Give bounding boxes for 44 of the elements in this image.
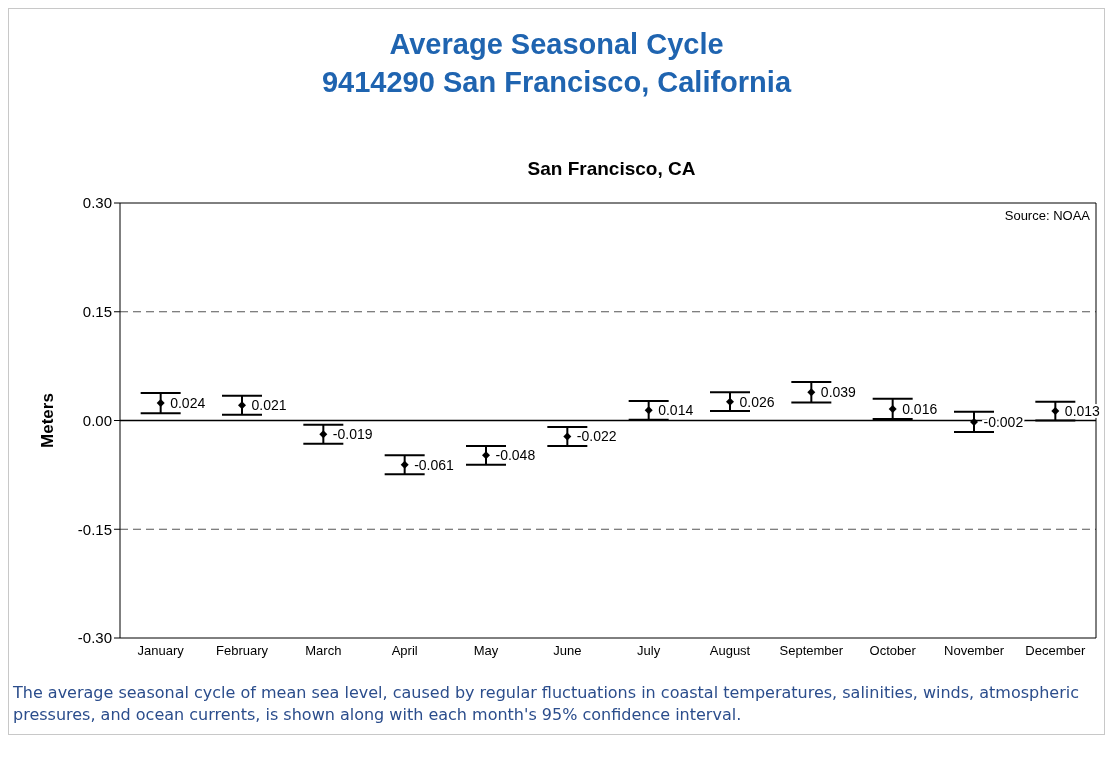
text: The average seasonal cycle of mean sea level, caused by regular fluctuations in coastal temperatures, salinities, winds, atmospheric pressures, and ocean currents, is shown along with each month's 95% confidence interval. <box>12 682 1081 726</box>
point <box>888 404 897 413</box>
x-tick-label: September <box>779 643 844 659</box>
y-tick-label: -0.15 <box>77 520 112 538</box>
data-label: -0.061 <box>414 456 455 473</box>
annotation: Source: NOAA <box>1004 208 1090 223</box>
x-tick-label: January <box>137 643 185 659</box>
data-label: 0.013 <box>1064 403 1101 420</box>
x-tick-label: April <box>391 643 418 659</box>
data-label: 0.014 <box>658 402 694 419</box>
y-tick-label: 0.15 <box>82 303 112 321</box>
point <box>482 451 490 460</box>
y-tick-label: 0.30 <box>82 194 112 212</box>
x-tick-label: October <box>869 643 917 659</box>
x-tick-label: December <box>1025 643 1086 659</box>
point <box>1051 407 1060 416</box>
point <box>319 430 328 439</box>
chart-subtitle: San Francisco, CA <box>526 158 697 181</box>
data-label: -0.048 <box>495 447 536 464</box>
x-tick-label: November <box>944 643 1005 659</box>
x-tick-label: March <box>305 643 342 659</box>
data-label: 0.021 <box>251 397 287 414</box>
point <box>400 460 409 469</box>
y-axis-title: Meters <box>38 393 58 448</box>
point <box>644 406 653 415</box>
y-tick-label: 0.00 <box>82 411 112 429</box>
chart-title: Average Seasonal Cycle 9414290 San Francisco, California <box>320 27 793 100</box>
x-tick-label: July <box>637 643 661 659</box>
data-label: -0.019 <box>332 426 373 443</box>
data-label: 0.024 <box>170 395 206 412</box>
x-tick-label: February <box>215 643 269 659</box>
x-tick-label: June <box>553 643 582 659</box>
point <box>563 432 572 441</box>
x-tick-label: May <box>473 643 499 659</box>
point <box>156 399 165 408</box>
data-label: 0.039 <box>820 384 857 401</box>
y-tick-label: -0.30 <box>77 629 112 647</box>
point <box>807 388 816 397</box>
point <box>238 401 246 410</box>
data-label: -0.022 <box>576 428 617 445</box>
data-label: 0.026 <box>739 393 775 410</box>
x-tick-label: August <box>709 643 751 659</box>
data-label: 0.016 <box>902 400 938 417</box>
point <box>726 397 734 406</box>
